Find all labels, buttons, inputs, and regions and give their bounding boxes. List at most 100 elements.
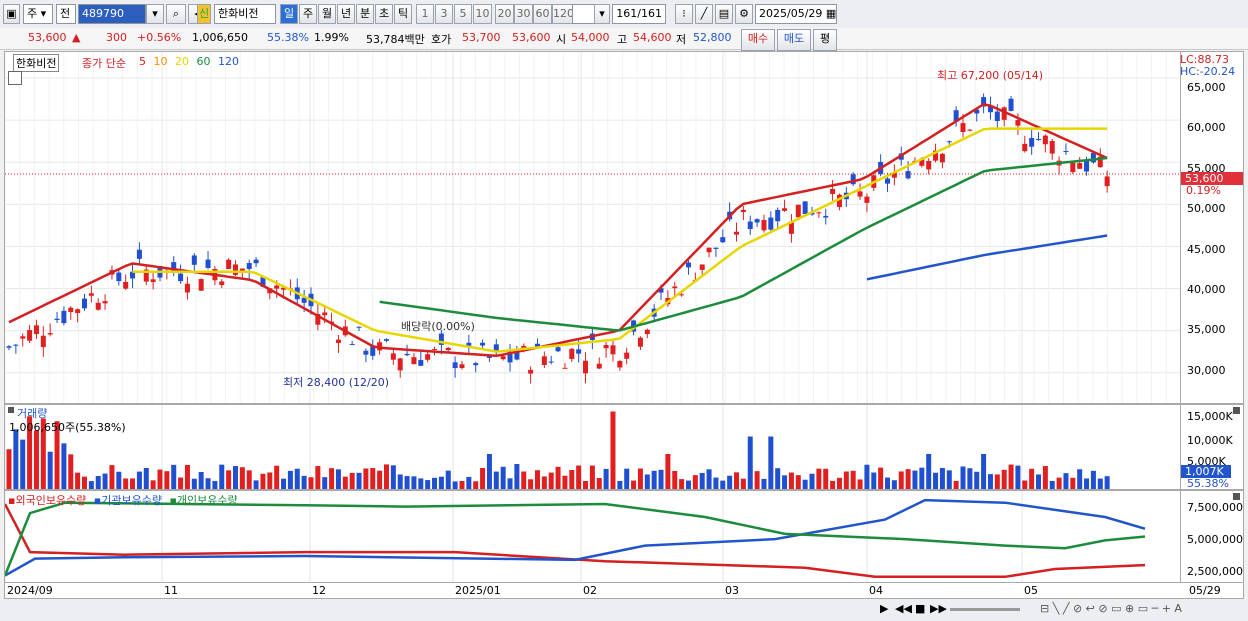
volume-bar [1001,469,1007,489]
candle [253,259,259,264]
draw-icon[interactable]: ╱ [695,4,713,24]
price-chart[interactable]: 한화비전 종가 단순 5 10 20 60 120 최고 67,200 (05/… [4,51,1181,404]
volume-bar [685,480,691,489]
candle [740,209,746,213]
stop-icon[interactable]: ■ [915,602,926,615]
price-tick: 65,000 [1187,81,1226,94]
volume-bar [583,480,589,489]
candle [926,161,932,170]
dropdown-icon[interactable]: ▾ [146,4,164,24]
candle [706,247,712,253]
change-pct: +0.56% [137,31,182,44]
number-button-1[interactable]: 3 [435,4,453,24]
period-select[interactable]: 주 ▾ [23,4,53,24]
volume-bar [466,476,472,489]
number-button-3[interactable]: 10 [473,4,492,24]
interval-button-5[interactable]: 초 [375,4,393,24]
volume-bar [308,477,314,489]
candle [68,307,74,313]
volume-bar [1063,473,1069,489]
play-icon[interactable]: ▶ [880,602,889,615]
volume-bar [1049,480,1055,489]
buy-button[interactable]: 매수 [741,29,775,51]
volume-bar [260,473,266,489]
close-icon[interactable] [1233,407,1240,414]
number-button-2[interactable]: 5 [454,4,472,24]
candle [260,277,266,287]
candle [541,356,547,365]
volume-bar [68,454,74,489]
candle [534,343,540,347]
candle [397,358,403,371]
volume-bar [967,468,973,489]
interval-button-4[interactable]: 분 [356,4,374,24]
volume-bar [205,478,211,489]
tool-icons[interactable]: ⊟ ╲ ╱ ⊘ ↩ ⊘ ▭ ⊕ ▭ ─ + A [1040,602,1182,615]
interval-button-2[interactable]: 월 [318,4,336,24]
volume-bar [315,466,321,489]
grid-icon[interactable]: ⁝ [675,4,693,24]
volume-bar [212,481,218,489]
number-button-4[interactable]: 20 [495,4,514,24]
price-axis: LC:88.73 HC:-20.24 65,000 60,000 55,000 50,… [1180,51,1244,404]
candle [390,353,396,360]
candle [274,285,280,289]
search-icon[interactable]: ⌕ [166,4,186,24]
volume-bar [1070,477,1076,489]
menu-icon[interactable]: ▣ [3,4,20,24]
volume-chart[interactable]: 거래량 1,006,650주(55.38%) [4,404,1181,490]
candle [802,201,808,214]
interval-button-6[interactable]: 틱 [394,4,412,24]
prev-select[interactable]: 전 [56,4,76,24]
interval-button-3[interactable]: 년 [337,4,355,24]
candle [507,351,513,363]
volume-bar [253,480,259,489]
volume-bar [953,480,959,489]
volume-bar [960,466,966,489]
vol-tick: 5,000K [1187,455,1226,468]
volume-bar [157,469,163,489]
rewind-icon[interactable]: ◀◀ [895,602,912,615]
scroll-slider[interactable] [950,608,1020,611]
close-icon[interactable] [1233,493,1240,500]
volume-bar [857,479,863,489]
candle [452,362,458,369]
interval-button-0[interactable]: 일 [280,4,298,24]
volume-bar [473,481,479,489]
holder-chart[interactable]: ▪외국인보유수량 ▪기관보유수량 ▪개인보유수량 [4,490,1181,583]
info-bar: 53,600 ▲ 300 +0.56% 1,006,650 55.38% 1.9… [0,28,1248,51]
number-button-6[interactable]: 60 [533,4,552,24]
ma-legend: 5 10 20 60 120 [139,55,243,68]
x-label: 04 [869,584,883,597]
volume-bar [425,480,431,489]
count-input[interactable]: 161/161 [612,4,666,24]
price-tick: 60,000 [1187,121,1226,135]
x-label: 12 [312,584,326,597]
date-input[interactable]: 2025/05/29 ▦ [755,4,837,24]
candle [987,105,993,113]
x-label: 05 [1024,584,1038,597]
interval-button-1[interactable]: 주 [299,4,317,24]
candle [432,348,438,350]
candle [500,356,506,360]
avg-button[interactable]: 평 [813,29,837,51]
number-button-5[interactable]: 30 [514,4,533,24]
save-icon[interactable]: ▤ [715,4,733,24]
code-input[interactable]: 489790 [78,4,146,24]
candle [75,309,81,314]
volume-bar [898,471,904,489]
sell-button[interactable]: 매도 [777,29,811,51]
number-button-7[interactable]: 120 [552,4,574,24]
volume-bar [987,474,993,489]
price-tick: 45,000 [1187,242,1226,256]
forward-icon[interactable]: ▶▶ [930,602,947,615]
number-button-0[interactable]: 1 [416,4,434,24]
candle [775,209,781,222]
candle [788,221,794,234]
dropdown-icon[interactable]: ▾ [594,4,610,24]
volume-bar [734,472,740,489]
candle [713,247,719,249]
candle [13,344,19,346]
gear-icon[interactable]: ⚙ [735,4,753,24]
toggle-icon[interactable] [8,71,22,85]
